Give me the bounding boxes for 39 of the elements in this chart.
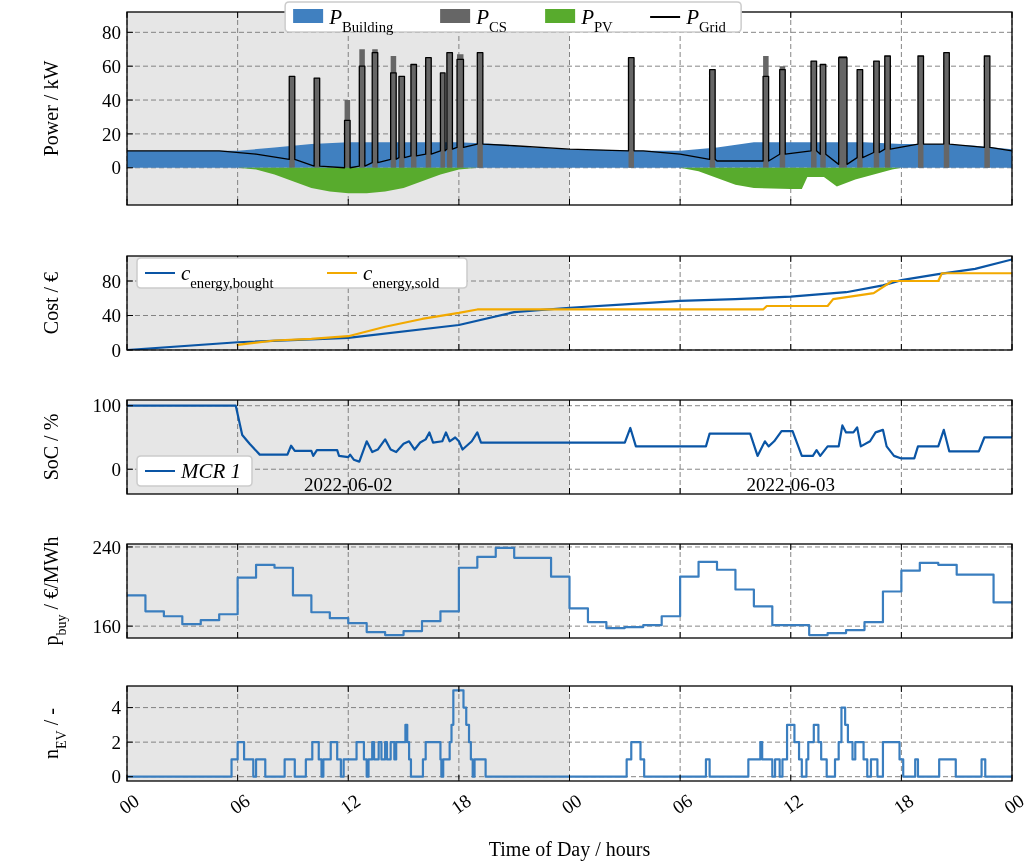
x-tick-label: 00 — [115, 789, 143, 819]
annotation: 2022-06-03 — [746, 474, 836, 495]
y-tick-label: 240 — [92, 536, 121, 558]
x-tick-label: 18 — [889, 789, 918, 819]
y-tick-label: 4 — [111, 697, 122, 719]
x-tick-label: 00 — [557, 789, 586, 819]
legend-label: P$_{PV}$ — [580, 5, 614, 35]
y-axis-title: Cost / € — [40, 271, 62, 335]
legend-label: c$_{energy,sold}$ — [363, 261, 440, 291]
line-series — [127, 258, 1012, 350]
x-tick-label: 12 — [779, 789, 807, 819]
y-tick-label: 2 — [111, 731, 121, 753]
y-tick-label: 0 — [111, 339, 121, 361]
y-axis-title: SoC / % — [40, 413, 62, 481]
legend-label: MCR 1 — [180, 459, 242, 483]
y-axis-title: Power / kW — [40, 60, 62, 157]
y-tick-label: 80 — [102, 270, 121, 292]
legend-label: c$_{energy,bought}$ — [181, 261, 274, 291]
y-tick-label: 0 — [111, 157, 121, 179]
legend-label: P$_{Grid}$ — [685, 5, 727, 35]
y-tick-label: 0 — [111, 458, 121, 480]
y-tick-label: 60 — [102, 55, 121, 77]
annotation: 2022-06-02 — [303, 474, 393, 495]
x-tick-label: 06 — [225, 789, 254, 819]
y-tick-label: 40 — [102, 89, 121, 111]
legend-label: P$_{Building}$ — [328, 5, 395, 35]
x-tick-label: 12 — [336, 789, 365, 819]
y-tick-label: 160 — [92, 615, 121, 637]
x-tick-label: 06 — [668, 789, 697, 819]
legend-label: P$_{CS}$ — [475, 5, 507, 35]
x-tick-label: 00 — [1000, 789, 1028, 819]
y-tick-label: 80 — [102, 21, 121, 43]
line-series — [127, 404, 1012, 463]
y-tick-label: 0 — [111, 766, 121, 788]
y-tick-label: 100 — [92, 395, 121, 417]
y-tick-label: 20 — [102, 123, 121, 145]
x-tick-label: 18 — [447, 789, 475, 819]
x-axis-title: Time of Day / hours — [488, 838, 651, 861]
y-tick-label: 40 — [102, 305, 121, 327]
